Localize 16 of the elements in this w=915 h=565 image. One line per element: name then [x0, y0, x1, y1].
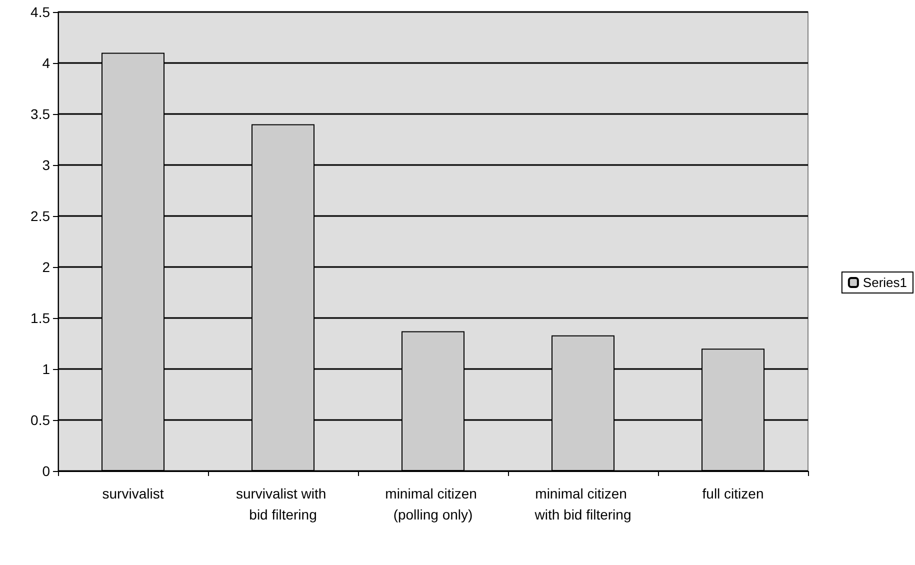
x-tick-label: minimal citizen (polling only) [385, 486, 481, 522]
legend-label: Series1 [862, 275, 907, 290]
x-tick-label: survivalist with bid filtering [236, 486, 330, 522]
y-tick-label: 3 [42, 157, 50, 173]
y-tick-label: 4 [42, 55, 50, 71]
x-tick-label: full citizen [702, 486, 764, 502]
y-tick-label: 2.5 [30, 208, 50, 224]
y-tick-label: 3.5 [30, 106, 50, 122]
x-tick-label: survivalist [102, 486, 164, 502]
y-tick-label: 4.5 [30, 4, 50, 20]
y-tick-label: 1 [42, 361, 50, 377]
y-tick-label: 0.5 [30, 412, 50, 428]
y-tick-label: 2 [42, 259, 50, 275]
y-tick-label: 0 [42, 463, 50, 479]
x-tick-label: minimal citizen with bid filtering [534, 486, 632, 522]
y-tick-label: 1.5 [30, 310, 50, 326]
